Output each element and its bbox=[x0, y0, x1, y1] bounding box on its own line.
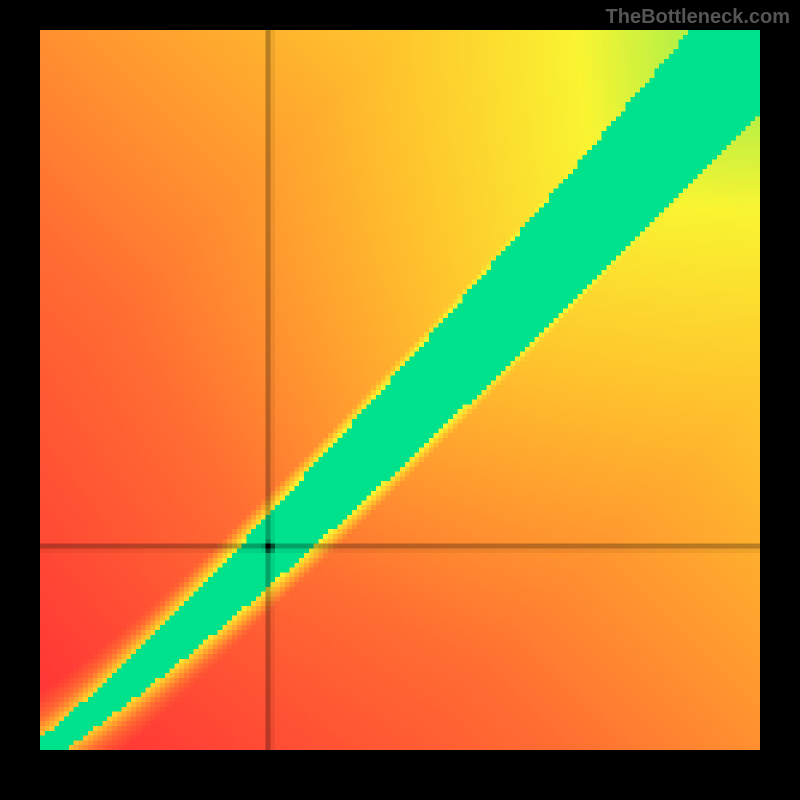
heatmap-canvas bbox=[40, 30, 760, 750]
watermark-text: TheBottleneck.com bbox=[606, 6, 790, 29]
chart-container: TheBottleneck.com bbox=[0, 0, 800, 800]
heatmap-plot bbox=[40, 30, 760, 750]
